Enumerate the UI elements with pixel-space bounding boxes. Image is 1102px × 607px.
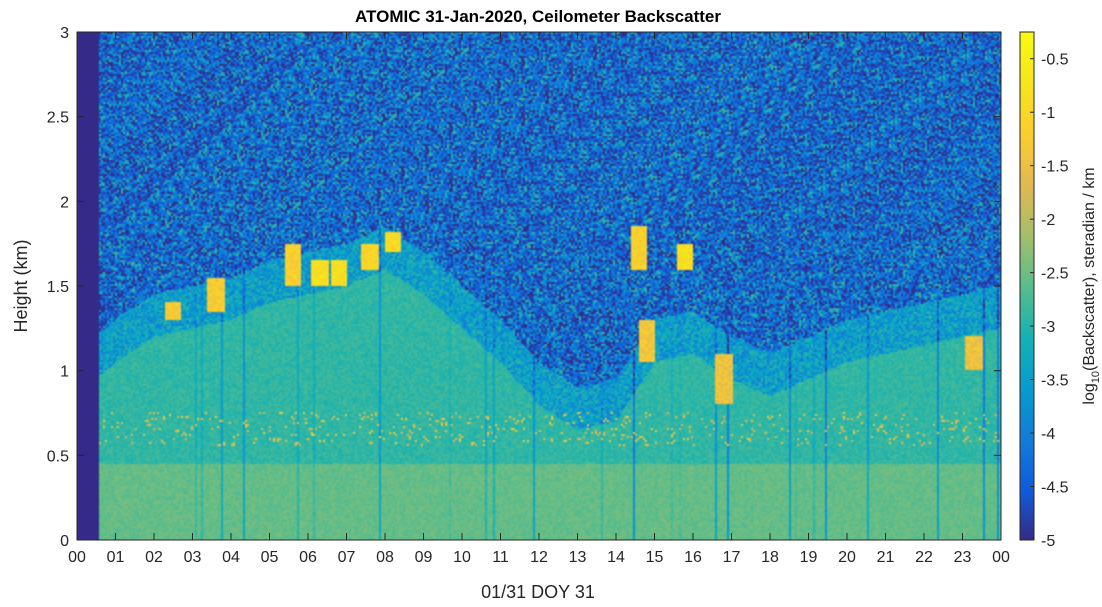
chart-title: ATOMIC 31-Jan-2020, Ceilometer Backscatt…: [355, 7, 721, 26]
x-tick-label: 19: [800, 549, 818, 566]
x-tick-label: 21: [877, 549, 895, 566]
x-tick-label: 22: [915, 549, 933, 566]
y-tick-label: 0: [60, 533, 69, 550]
colorbar-label-subscript: 10: [1090, 371, 1102, 383]
colorbar-tick-label: -5: [1041, 533, 1055, 550]
colorbar-label: log10(Backscatter), steradian / km: [1081, 167, 1102, 404]
x-axis-ticks: 00 01 02 03 04 05 06 07 08 09 10 11 12 13 14 15 16 17 18 19…: [68, 32, 1010, 566]
x-tick-label: 10: [453, 549, 471, 566]
heatmap-plot-area: [76, 31, 1002, 541]
y-tick-label: 2: [60, 194, 69, 211]
x-tick-label: 02: [145, 549, 163, 566]
x-axis-label: 01/31 DOY 31: [481, 582, 595, 602]
x-tick-label: 20: [838, 549, 856, 566]
colorbar-tick-label: -2.5: [1041, 266, 1069, 283]
colorbar-tick-label: -4: [1041, 426, 1055, 443]
colorbar-ticks: -0.5 -1 -1.5 -2 -2.5 -3 -3.5 -4 -4.5 -5: [1030, 52, 1069, 550]
x-tick-label: 01: [107, 549, 125, 566]
colorbar-gradient: [1019, 31, 1035, 541]
x-tick-label: 11: [492, 549, 509, 566]
backscatter-heatmap: [77, 32, 1001, 540]
y-tick-label: 2.5: [47, 110, 69, 127]
x-tick-label: 16: [684, 549, 702, 566]
x-tick-label: 08: [376, 549, 394, 566]
x-tick-label: 23: [954, 549, 972, 566]
colorbar-label-prefix: log: [1081, 383, 1098, 404]
x-tick-label: 14: [607, 549, 625, 566]
colorbar-tick-label: -0.5: [1041, 52, 1069, 69]
colorbar-tick-label: -3: [1041, 319, 1055, 336]
colorbar-tick-label: -4.5: [1041, 480, 1069, 497]
x-tick-label: 03: [184, 549, 202, 566]
colorbar-tick-label: -1: [1041, 105, 1055, 122]
y-tick-label: 0.5: [47, 448, 69, 465]
colorbar-tick-label: -2: [1041, 212, 1055, 229]
x-tick-label: 04: [222, 549, 240, 566]
y-tick-label: 3: [60, 25, 69, 42]
y-tick-label: 1: [60, 364, 69, 381]
x-tick-label: 13: [569, 549, 587, 566]
y-axis-ticks: 0 0.5 1 1.5 2 2.5 3: [47, 25, 1001, 550]
colorbar-tick-label: -1.5: [1041, 159, 1069, 176]
x-tick-label: 09: [415, 549, 433, 566]
x-tick-label: 06: [299, 549, 317, 566]
y-tick-label: 1.5: [47, 279, 69, 296]
x-tick-label: 15: [646, 549, 664, 566]
x-tick-label: 00: [68, 549, 86, 566]
colorbar: -0.5 -1 -1.5 -2 -2.5 -3 -3.5 -4 -4.5 -5 log10(Bac…: [1019, 31, 1102, 550]
x-tick-label: 05: [261, 549, 279, 566]
colorbar-label-suffix: (Backscatter), steradian / km: [1081, 167, 1098, 371]
x-tick-label: 18: [761, 549, 779, 566]
y-axis-label: Height (km): [11, 239, 31, 332]
x-tick-label: 17: [723, 549, 741, 566]
x-tick-label: 00: [992, 549, 1010, 566]
x-tick-label: 12: [530, 549, 548, 566]
colorbar-tick-label: -3.5: [1041, 373, 1069, 390]
x-tick-label: 07: [338, 549, 356, 566]
